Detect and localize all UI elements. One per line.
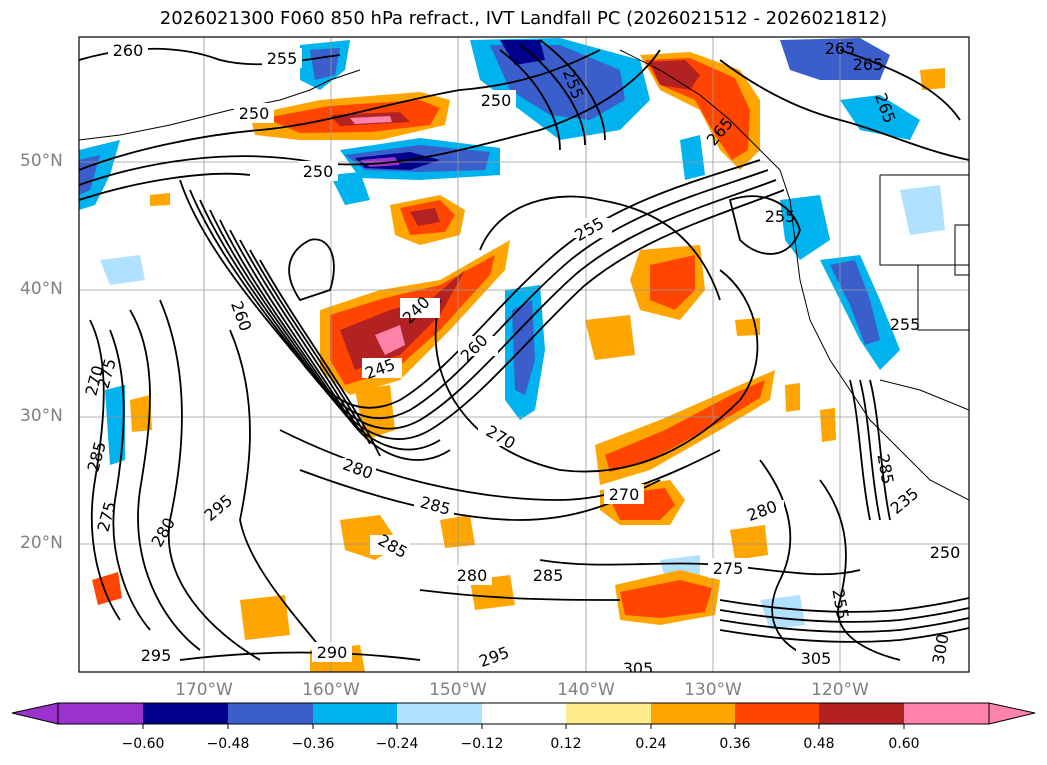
contour-label: 285 <box>533 566 564 585</box>
contour-label: 260 <box>113 41 144 60</box>
colorbar <box>11 702 1036 729</box>
contour-label: 250 <box>239 104 270 123</box>
colorbar-swatch <box>819 703 904 724</box>
contour-label: 255 <box>267 49 298 68</box>
colorbar-tick-label: −0.48 <box>206 736 250 752</box>
coastlines <box>79 49 969 501</box>
lat-label: 40°N <box>20 279 63 299</box>
colorbar-swatch <box>397 703 482 724</box>
lat-label: 20°N <box>20 533 63 553</box>
colorbar-extend-low <box>11 702 59 725</box>
colorbar-swatch <box>566 703 651 724</box>
contour-labels: 260 255 250 250 250 255 265 265 265 255 … <box>82 39 961 678</box>
contour-label: 270 <box>609 485 640 504</box>
colorbar-tick-label: 0.48 <box>803 736 835 752</box>
colorbar-swatch <box>482 703 566 724</box>
contour-label: 255 <box>765 207 796 226</box>
contour-label: 280 <box>457 566 488 585</box>
colorbar-swatch <box>143 703 228 724</box>
colorbar-tick-label: −0.24 <box>375 736 419 752</box>
lon-label: 120°W <box>811 680 869 700</box>
map-plot-area: 260 255 250 250 250 255 265 265 265 255 … <box>79 37 969 678</box>
colorbar-swatch <box>228 703 313 724</box>
contour-label: 290 <box>317 643 348 662</box>
lat-label: 30°N <box>20 406 63 426</box>
colorbar-extend-high <box>988 702 1036 725</box>
contour-label: 250 <box>930 543 961 562</box>
shading-layer <box>79 38 945 672</box>
contour-label: 265 <box>853 55 884 74</box>
colorbar-tick-label: −0.36 <box>291 736 335 752</box>
contour-label: 265 <box>825 39 856 58</box>
colorbar-swatch <box>58 703 143 724</box>
contour-label: 275 <box>713 559 744 578</box>
contour-label: 305 <box>801 649 832 668</box>
lat-label: 50°N <box>20 151 63 171</box>
colorbar-tick-label: 0.36 <box>719 736 751 752</box>
contour-label: 305 <box>623 659 654 678</box>
map-title: 2026021300 F060 850 hPa refract., IVT La… <box>159 8 888 29</box>
colorbar-tick-label: 0.12 <box>550 736 582 752</box>
lon-label: 170°W <box>175 680 233 700</box>
contour-label: 295 <box>141 646 172 665</box>
lon-label: 160°W <box>302 680 360 700</box>
colorbar-tick-label: −0.60 <box>121 736 165 752</box>
contour-label: 250 <box>303 162 334 181</box>
colorbar-swatch <box>904 703 989 724</box>
plot-frame <box>78 36 970 673</box>
lon-label: 140°W <box>557 680 615 700</box>
contour-label: 255 <box>890 315 921 334</box>
lat-lon-grid <box>79 37 969 672</box>
colorbar-swatch <box>313 703 397 724</box>
colorbar-swatch <box>735 703 819 724</box>
lon-label: 130°W <box>684 680 742 700</box>
colorbar-tick-label: −0.12 <box>460 736 504 752</box>
colorbar-tick-label: 0.24 <box>635 736 667 752</box>
contour-label: 250 <box>481 91 512 110</box>
colorbar-swatch <box>651 703 735 724</box>
colorbar-tick-label: 0.60 <box>888 736 920 752</box>
lon-label: 150°W <box>429 680 487 700</box>
